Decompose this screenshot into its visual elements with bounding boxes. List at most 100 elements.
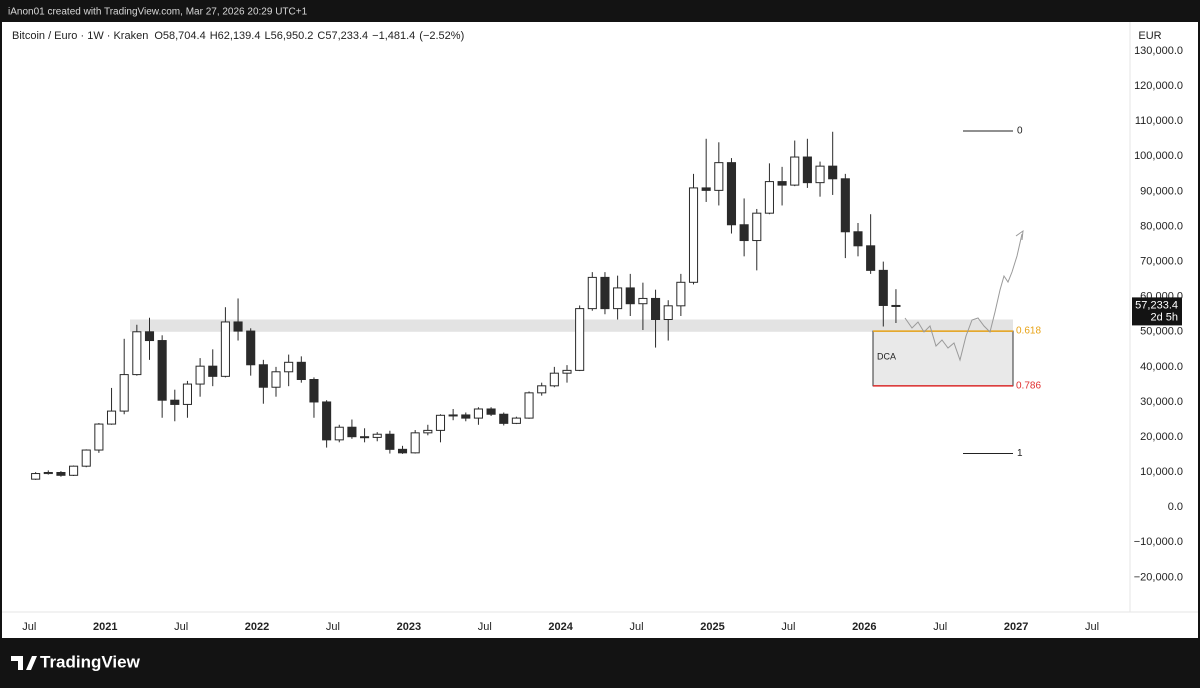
x-tick-label: 2022 xyxy=(245,621,269,633)
candle-body xyxy=(486,408,496,415)
candle-body xyxy=(764,181,774,214)
candle-body xyxy=(600,276,610,310)
candle-body xyxy=(651,297,661,321)
candle-body xyxy=(157,340,167,401)
candle-body xyxy=(81,449,91,467)
candle-body xyxy=(182,383,192,405)
support-zone xyxy=(130,319,1013,332)
last-price-label: 57,233.4 xyxy=(1135,299,1178,311)
high-label: H62,139.4 xyxy=(210,30,261,42)
x-tick-label: Jul xyxy=(1085,621,1099,633)
y-tick-label: 40,000.0 xyxy=(1140,361,1183,373)
candle-body xyxy=(790,156,800,186)
x-tick-label: 2023 xyxy=(397,621,421,633)
candle-body xyxy=(410,432,420,454)
projection-path xyxy=(904,233,1023,362)
candle-body xyxy=(119,374,129,412)
close-label: C57,233.4 xyxy=(317,30,368,42)
candle-body xyxy=(144,331,155,342)
candle-body xyxy=(587,276,597,310)
candle-body xyxy=(208,365,218,377)
y-tick-label: 30,000.0 xyxy=(1140,396,1183,408)
candle-body xyxy=(284,361,294,373)
candle-body xyxy=(511,417,521,424)
candle-body xyxy=(423,429,433,434)
candle-body xyxy=(296,361,306,381)
logo-icon xyxy=(11,656,37,670)
candle-body xyxy=(777,181,787,186)
candle-body xyxy=(537,385,547,394)
candle-body xyxy=(625,287,635,305)
projection-arrow xyxy=(1015,229,1024,241)
y-tick-label: 20,000.0 xyxy=(1140,431,1183,443)
x-tick-label: Jul xyxy=(478,621,492,633)
candle-body xyxy=(828,165,838,180)
candle-body xyxy=(549,372,559,387)
candle-body xyxy=(448,414,458,417)
instrument: Bitcoin / Euro · 1W · Kraken xyxy=(12,30,148,42)
candle-body xyxy=(43,471,53,475)
candle-body xyxy=(69,465,79,476)
candle-body xyxy=(106,410,117,425)
change-pct-label: (−2.52%) xyxy=(419,30,464,42)
x-tick-label: 2021 xyxy=(93,621,117,633)
candle-body xyxy=(246,330,256,366)
fib-label: 0.786 xyxy=(1016,380,1041,391)
candle-body xyxy=(663,305,673,320)
y-tick-label: 120,000.0 xyxy=(1134,80,1183,92)
candle-body xyxy=(271,371,281,388)
x-tick-label: Jul xyxy=(22,621,36,633)
candle-body xyxy=(638,297,648,305)
x-tick-label: Jul xyxy=(781,621,795,633)
footer-bar xyxy=(0,638,1200,688)
candle-body xyxy=(385,433,395,450)
fib-label: 0 xyxy=(1017,126,1023,137)
x-tick-label: Jul xyxy=(630,621,644,633)
candle-body xyxy=(853,231,863,247)
candle-body xyxy=(435,414,446,431)
y-tick-label: 110,000.0 xyxy=(1135,115,1183,127)
candle-body xyxy=(233,321,243,332)
candle-body xyxy=(334,426,344,441)
fib-label: 1 xyxy=(1017,448,1023,459)
candle-body xyxy=(309,379,319,403)
candle-body xyxy=(258,364,268,388)
candle-body xyxy=(562,369,572,374)
candle-body xyxy=(739,224,749,242)
y-tick-label: 0.0 xyxy=(1168,501,1183,513)
candle-body xyxy=(575,308,585,371)
x-tick-label: 2026 xyxy=(852,621,876,633)
candle-body xyxy=(397,448,408,454)
currency-label: EUR xyxy=(1138,30,1161,42)
x-tick-label: Jul xyxy=(174,621,188,633)
candle-body xyxy=(752,212,762,242)
candle-body xyxy=(802,156,812,184)
y-tick-label: −10,000.0 xyxy=(1134,536,1183,548)
x-tick-label: Jul xyxy=(933,621,947,633)
dca-label: DCA xyxy=(877,351,896,361)
candle-body xyxy=(220,321,230,377)
candle-body xyxy=(714,162,724,191)
candle-body xyxy=(56,471,66,476)
fib-label: 0.618 xyxy=(1016,326,1041,337)
y-tick-label: −20,000.0 xyxy=(1134,571,1183,583)
candle-body xyxy=(613,287,623,310)
x-tick-label: 2025 xyxy=(700,621,724,633)
candle-body xyxy=(524,392,534,419)
low-label: L56,950.2 xyxy=(264,30,313,42)
candle-body xyxy=(372,433,382,438)
y-tick-label: 130,000.0 xyxy=(1134,45,1183,57)
candle-body xyxy=(461,414,471,419)
last-price-box xyxy=(1132,297,1182,326)
candle-body xyxy=(891,304,901,307)
candle-body xyxy=(31,473,41,480)
y-tick-label: 50,000.0 xyxy=(1140,326,1183,338)
candle-body xyxy=(866,245,876,271)
change-label: −1,481.4 xyxy=(372,30,415,42)
y-tick-label: 10,000.0 xyxy=(1140,466,1183,478)
candle-body xyxy=(499,413,509,424)
candle-body xyxy=(701,187,711,191)
countdown-label: 2d 5h xyxy=(1150,311,1178,323)
candle-body xyxy=(94,423,104,451)
